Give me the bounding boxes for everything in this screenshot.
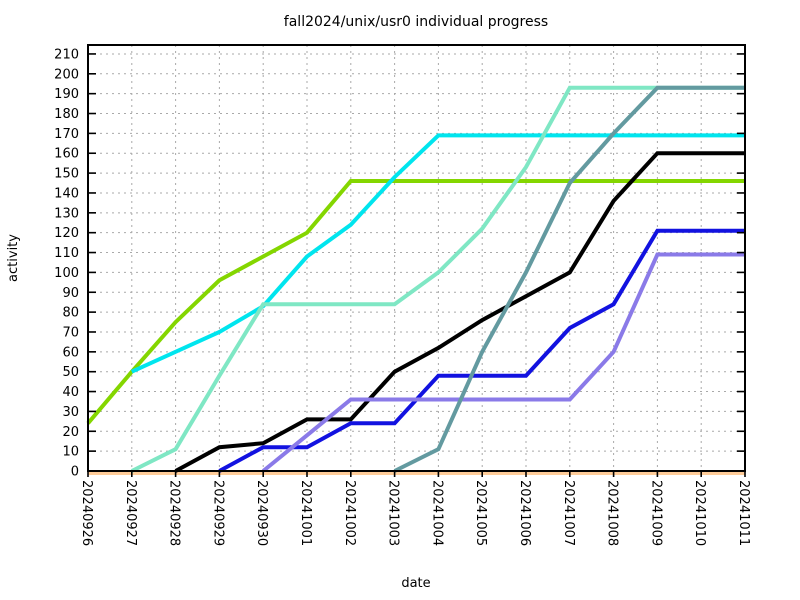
x-tick-label: 20241011 bbox=[736, 480, 751, 546]
x-tick-label: 20241001 bbox=[298, 480, 313, 546]
y-tick-label: 100 bbox=[54, 266, 79, 281]
y-tick-label: 30 bbox=[62, 405, 79, 420]
y-tick-label: 0 bbox=[71, 465, 79, 480]
series-line-aquamarine bbox=[130, 85, 745, 473]
x-tick-label: 20241009 bbox=[648, 480, 663, 546]
x-tick-label: 20240927 bbox=[123, 480, 138, 546]
x-tick-label: 20240928 bbox=[167, 480, 182, 546]
series-layer bbox=[86, 85, 745, 475]
y-tick-label: 60 bbox=[62, 345, 79, 360]
x-tick-label: 20241005 bbox=[473, 480, 488, 546]
series-line-green bbox=[86, 179, 745, 425]
x-tick-label: 20240926 bbox=[79, 480, 94, 546]
y-tick-label: 50 bbox=[62, 365, 79, 380]
grid-layer bbox=[87, 45, 746, 472]
y-tick-label: 170 bbox=[54, 127, 79, 142]
x-tick-label: 20241004 bbox=[429, 480, 444, 546]
y-tick-label: 70 bbox=[62, 325, 79, 340]
x-axis-label: date bbox=[401, 576, 430, 591]
y-tick-label: 130 bbox=[54, 206, 79, 221]
y-tick-label: 40 bbox=[62, 385, 79, 400]
x-tick-label: 20241002 bbox=[342, 480, 357, 546]
y-tick-label: 10 bbox=[62, 445, 79, 460]
x-tick-label: 20241003 bbox=[386, 480, 401, 546]
y-tick-label: 190 bbox=[54, 87, 79, 102]
y-tick-label: 200 bbox=[54, 67, 79, 82]
y-tick-label: 20 bbox=[62, 425, 79, 440]
chart-title: fall2024/unix/usr0 individual progress bbox=[284, 14, 548, 30]
plot-border bbox=[87, 44, 746, 472]
y-tick-label: 160 bbox=[54, 147, 79, 162]
x-tick-label: 20241010 bbox=[692, 480, 707, 546]
tick-label-layer: 0 10 20 30 40 50 60 70 80 90 100 110 120 130 140 150 160… bbox=[54, 47, 751, 546]
y-tick-label: 90 bbox=[62, 286, 79, 301]
x-tick-label: 20241007 bbox=[561, 480, 576, 546]
y-axis-label: activity bbox=[6, 234, 21, 282]
y-tick-label: 110 bbox=[54, 246, 79, 261]
y-tick-label: 120 bbox=[54, 226, 79, 241]
x-tick-label: 20240929 bbox=[210, 480, 225, 546]
series-line-black bbox=[174, 151, 745, 473]
x-tick-label: 20240930 bbox=[254, 480, 269, 546]
y-tick-label: 80 bbox=[62, 306, 79, 321]
y-tick-label: 150 bbox=[54, 167, 79, 182]
y-tick-label: 210 bbox=[54, 47, 79, 62]
x-tick-label: 20241008 bbox=[605, 480, 620, 546]
series-line-slate-gray bbox=[393, 85, 745, 473]
x-tick-label: 20241006 bbox=[517, 480, 532, 546]
series-line-purple bbox=[261, 252, 745, 473]
series-line-cyan bbox=[130, 133, 745, 374]
tick-layer bbox=[87, 53, 746, 477]
series-line-blue bbox=[218, 228, 745, 473]
y-tick-label: 140 bbox=[54, 186, 79, 201]
y-tick-label: 180 bbox=[54, 107, 79, 122]
